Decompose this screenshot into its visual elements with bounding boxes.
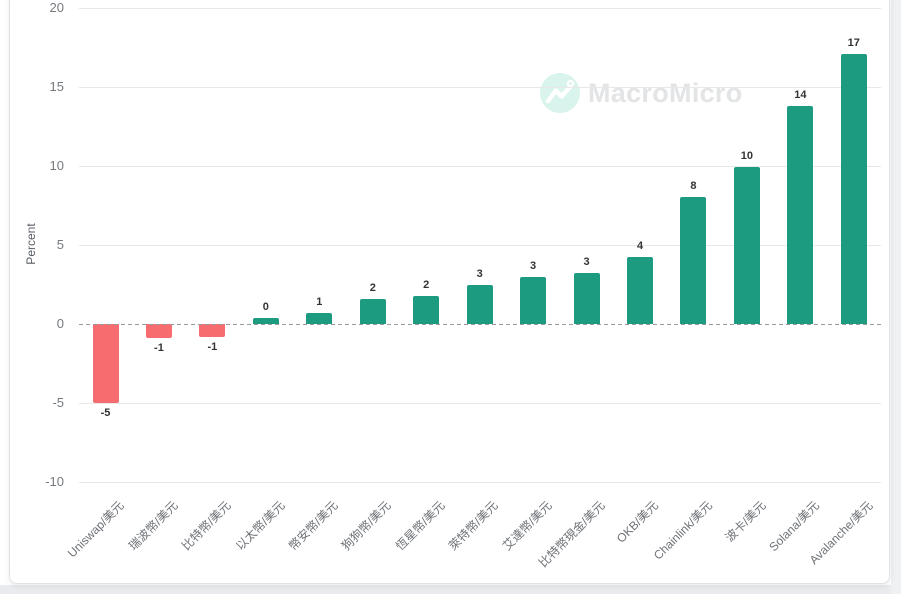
bar-value-label: 8	[690, 179, 697, 192]
bar-value-label: 4	[636, 239, 644, 252]
zero-line	[79, 324, 881, 325]
bar-6[interactable]	[413, 296, 440, 324]
bar-value-label: 14	[794, 88, 807, 101]
x-category-label: 比特幣/美元	[179, 498, 234, 554]
x-category-label: 萊特幣/美元	[446, 498, 501, 554]
bar-value-label: 2	[423, 279, 430, 292]
gridline	[79, 482, 881, 483]
page-background-strip-bottom	[0, 585, 901, 594]
bar-2[interactable]	[199, 324, 226, 338]
bar-8[interactable]	[520, 276, 547, 324]
bar-value-label: 17	[847, 36, 860, 49]
bar-10[interactable]	[627, 256, 653, 324]
x-category-label: Uniswap/美元	[65, 498, 127, 561]
x-category-label: 瑞波幣/美元	[125, 498, 181, 554]
bar-13[interactable]	[787, 105, 814, 324]
x-category-label: 狗狗幣/美元	[339, 498, 395, 554]
page-background-strip-right	[891, 0, 901, 594]
x-category-label: 幣安幣/美元	[285, 498, 341, 554]
bar-value-label: 3	[530, 259, 537, 272]
macromicro-watermark: MacroMicro	[540, 72, 743, 114]
y-tick-label: 15	[49, 79, 64, 94]
bar-0[interactable]	[92, 324, 119, 403]
y-tick-label: 0	[56, 316, 64, 331]
gridline	[79, 403, 881, 404]
gridline	[79, 245, 881, 246]
bar-value-label: -1	[154, 342, 164, 355]
x-category-label: 以太幣/美元	[232, 498, 288, 554]
bar-value-label: 10	[740, 149, 754, 162]
x-category-label: 波卡/美元	[722, 498, 769, 545]
bar-5[interactable]	[359, 298, 386, 324]
bar-value-label: 0	[262, 301, 269, 314]
bar-value-label: -5	[100, 407, 111, 419]
x-category-label: OKB/美元	[614, 498, 662, 546]
bar-7[interactable]	[466, 284, 493, 324]
bar-value-label: -1	[207, 341, 218, 354]
bar-4[interactable]	[306, 312, 333, 324]
bar-12[interactable]	[733, 166, 760, 324]
bar-3[interactable]	[252, 318, 279, 324]
y-tick-label: -10	[45, 474, 64, 489]
y-tick-label: 10	[49, 158, 64, 173]
gridline	[79, 8, 881, 9]
bar-value-label: 3	[583, 255, 590, 268]
gridline	[79, 166, 881, 167]
bar-14[interactable]	[840, 53, 867, 324]
bar-value-label: 3	[476, 267, 483, 280]
bar-value-label: 1	[316, 295, 323, 308]
bar-value-label: 2	[369, 281, 376, 294]
bar-9[interactable]	[573, 272, 600, 324]
watermark-brand-text: MacroMicro	[588, 78, 743, 108]
macromicro-logo-icon	[540, 73, 580, 113]
x-category-label: 恆星幣/美元	[392, 498, 448, 554]
y-tick-label: -5	[52, 395, 64, 410]
bar-11[interactable]	[680, 196, 707, 324]
y-tick-label: 5	[56, 237, 64, 252]
bar-1[interactable]	[145, 324, 172, 339]
gridline	[79, 87, 881, 88]
y-tick-label: 20	[49, 0, 64, 15]
